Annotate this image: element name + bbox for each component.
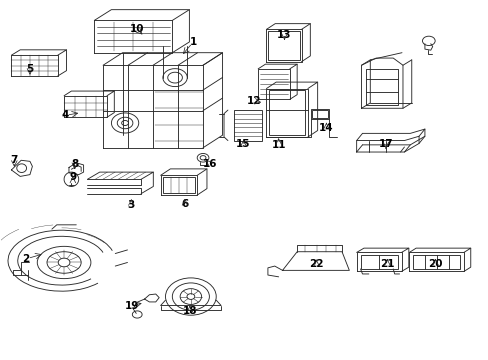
Text: 11: 11: [271, 140, 285, 150]
Text: 5: 5: [26, 64, 34, 74]
Text: 15: 15: [236, 139, 250, 149]
Text: 9: 9: [69, 172, 76, 183]
Text: 13: 13: [277, 30, 291, 40]
Text: 16: 16: [203, 159, 217, 169]
Bar: [412, 255, 459, 269]
Text: 12: 12: [246, 96, 261, 106]
Bar: [268, 90, 305, 135]
Bar: [360, 255, 397, 269]
Text: 6: 6: [181, 199, 188, 210]
Bar: [163, 177, 194, 193]
Bar: [268, 31, 299, 60]
Bar: [312, 110, 327, 118]
Text: 1: 1: [189, 37, 197, 47]
Text: 8: 8: [71, 159, 78, 169]
Bar: [310, 109, 329, 119]
Text: 7: 7: [11, 155, 18, 165]
Bar: [233, 110, 262, 140]
Text: 3: 3: [127, 200, 135, 210]
Text: 19: 19: [125, 301, 139, 311]
Text: 14: 14: [319, 123, 333, 133]
Text: 22: 22: [309, 259, 323, 269]
Text: 2: 2: [22, 254, 30, 264]
Text: 4: 4: [61, 111, 69, 121]
Text: 10: 10: [130, 24, 144, 35]
Text: 21: 21: [379, 259, 394, 269]
Text: 18: 18: [182, 306, 197, 316]
Text: 20: 20: [427, 259, 442, 269]
Text: 17: 17: [378, 139, 392, 149]
